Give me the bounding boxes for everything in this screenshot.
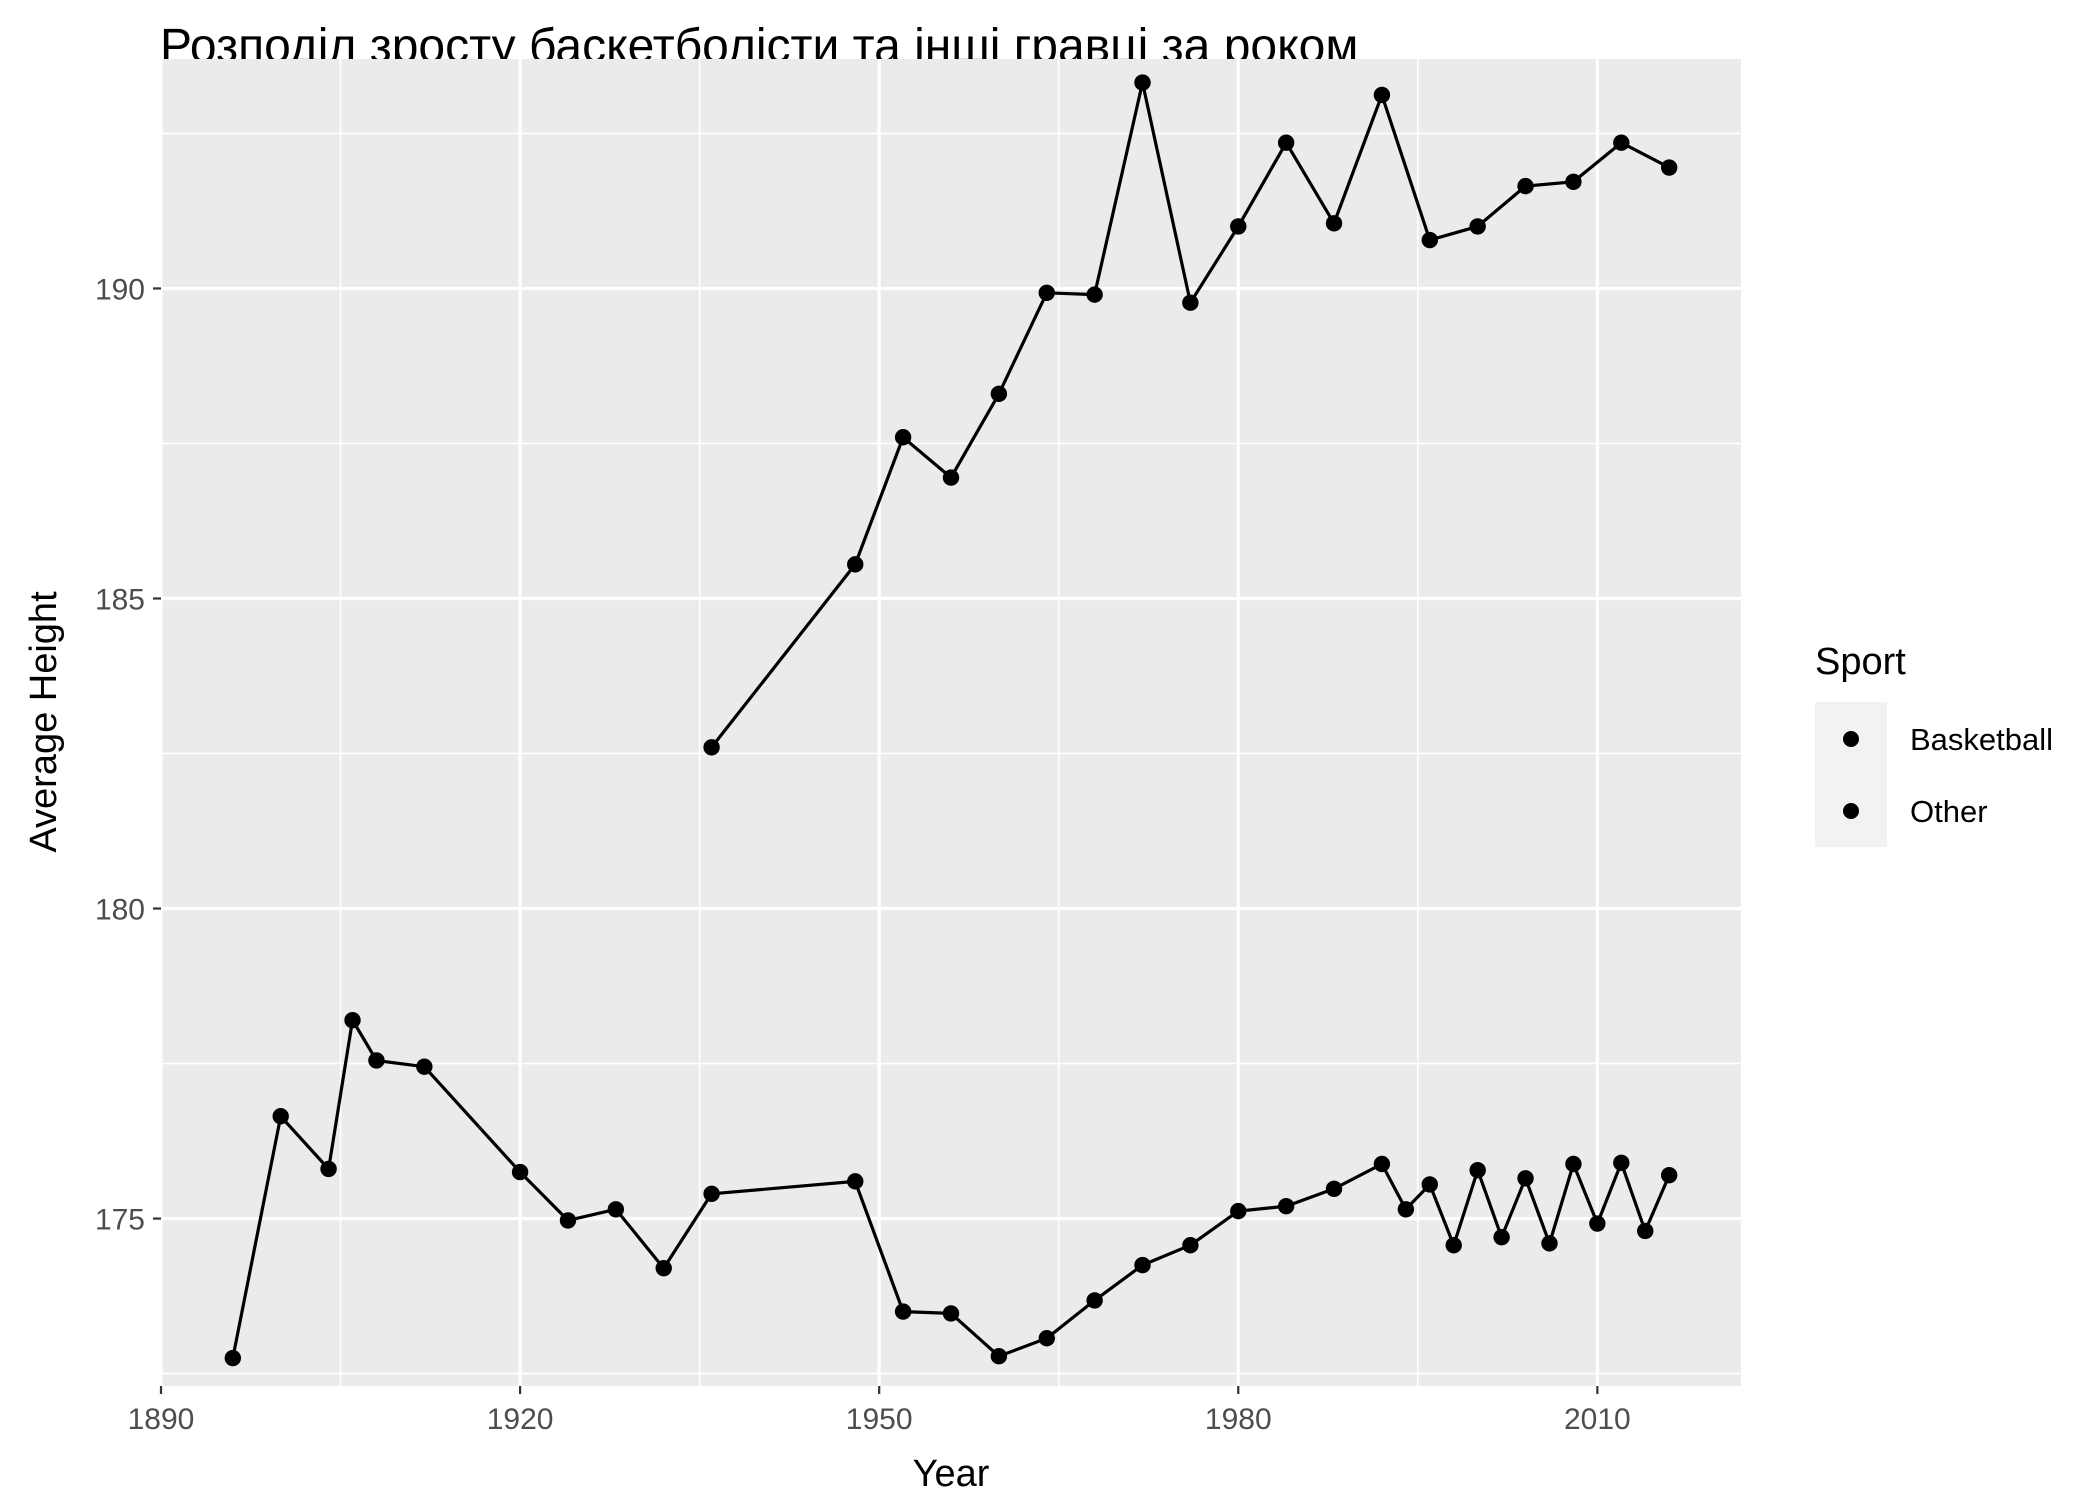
data-point-other — [1038, 1330, 1055, 1347]
data-point-basketball — [1182, 294, 1199, 311]
data-point-basketball — [1660, 159, 1678, 176]
data-point-other — [1086, 1292, 1103, 1309]
data-point-basketball — [1230, 218, 1247, 235]
data-point-basketball — [1517, 177, 1534, 195]
grid-lines — [159, 59, 1741, 1386]
x-tick-label: 1950 — [846, 1403, 913, 1436]
data-point-other — [1182, 1237, 1199, 1254]
data-point-other — [1397, 1201, 1415, 1218]
data-point-basketball — [942, 469, 960, 486]
legend-key-background — [1815, 702, 1887, 847]
data-point-other — [1373, 1155, 1391, 1173]
legend-title: Sport — [1815, 641, 1906, 683]
data-point-basketball — [1134, 74, 1151, 91]
data-point-basketball — [847, 556, 864, 573]
x-axis: 1890 1920 1950 1980 2010 — [128, 1386, 1631, 1436]
data-point-other — [703, 1185, 720, 1202]
data-point-other — [1134, 1256, 1151, 1274]
legend-label-other: Other — [1910, 794, 1988, 829]
data-point-basketball — [1421, 231, 1438, 249]
data-point-other — [368, 1052, 385, 1069]
data-point-basketball — [1086, 286, 1103, 303]
data-point-other — [272, 1108, 289, 1125]
data-point-basketball — [1565, 173, 1582, 190]
data-point-other — [1613, 1154, 1630, 1171]
series-other — [224, 1011, 1678, 1367]
data-point-other — [1445, 1237, 1462, 1254]
data-point-other — [1637, 1222, 1654, 1240]
data-point-other — [894, 1303, 912, 1320]
data-point-other — [847, 1173, 864, 1190]
data-point-other — [1421, 1176, 1438, 1193]
series-layer — [224, 74, 1678, 1367]
data-point-other — [942, 1305, 960, 1322]
data-point-other — [416, 1058, 433, 1075]
x-tick-label: 1980 — [1205, 1403, 1272, 1436]
plot-panel — [161, 59, 1741, 1386]
y-axis: 175 180 185 190 — [95, 273, 161, 1237]
data-point-basketball — [1613, 134, 1630, 151]
data-point-basketball — [1038, 284, 1055, 301]
data-point-other — [1517, 1170, 1534, 1187]
x-tick-label: 1890 — [128, 1403, 195, 1436]
data-point-other — [1660, 1166, 1678, 1184]
data-point-basketball — [894, 429, 912, 446]
data-point-basketball — [1373, 86, 1391, 104]
data-point-other — [1277, 1197, 1295, 1215]
data-point-other — [1565, 1155, 1582, 1173]
data-point-other — [1469, 1162, 1486, 1179]
legend-label-basketball: Basketball — [1910, 722, 2053, 757]
data-point-other — [320, 1160, 337, 1178]
legend: Sport Basketball Other — [1815, 641, 2053, 847]
y-axis-title: Average Height — [23, 591, 65, 853]
data-point-other — [1589, 1215, 1606, 1232]
y-tick-label: 175 — [95, 1204, 145, 1237]
data-point-other — [511, 1163, 529, 1181]
data-point-other — [344, 1011, 361, 1029]
x-axis-title: Year — [913, 1453, 990, 1495]
legend-key-basketball — [1843, 731, 1859, 747]
legend-key-other — [1843, 803, 1859, 819]
data-point-other — [1325, 1180, 1343, 1198]
x-tick-label: 1920 — [487, 1403, 554, 1436]
data-point-other — [607, 1201, 625, 1218]
data-point-other — [224, 1349, 242, 1367]
data-point-other — [1541, 1235, 1558, 1252]
data-point-basketball — [1277, 134, 1295, 151]
x-tick-label: 2010 — [1564, 1403, 1631, 1436]
y-tick-label: 180 — [95, 894, 145, 927]
data-point-other — [559, 1212, 577, 1229]
y-tick-label: 190 — [95, 273, 145, 306]
data-point-basketball — [703, 739, 720, 756]
series-basketball — [703, 74, 1678, 756]
data-point-basketball — [990, 385, 1008, 403]
data-point-other — [655, 1259, 672, 1277]
data-point-basketball — [1469, 218, 1486, 235]
data-point-other — [1230, 1202, 1247, 1220]
data-point-basketball — [1325, 215, 1343, 232]
y-tick-label: 185 — [95, 583, 145, 616]
data-point-other — [1493, 1228, 1510, 1246]
data-point-other — [990, 1348, 1008, 1365]
